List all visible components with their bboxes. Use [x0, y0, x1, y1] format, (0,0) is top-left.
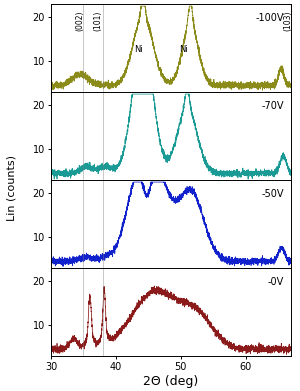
X-axis label: 2Θ (deg): 2Θ (deg): [143, 375, 199, 388]
Text: -0V: -0V: [268, 277, 284, 287]
Text: (101): (101): [93, 11, 102, 31]
Text: -50V: -50V: [261, 188, 284, 199]
Text: Lin (counts): Lin (counts): [6, 155, 16, 221]
Text: (103): (103): [283, 11, 292, 31]
Text: Ni: Ni: [180, 45, 188, 54]
Text: -70V: -70V: [261, 100, 284, 111]
Text: -100V: -100V: [255, 13, 284, 23]
Text: Ni: Ni: [134, 45, 143, 54]
Text: (002): (002): [76, 11, 85, 31]
